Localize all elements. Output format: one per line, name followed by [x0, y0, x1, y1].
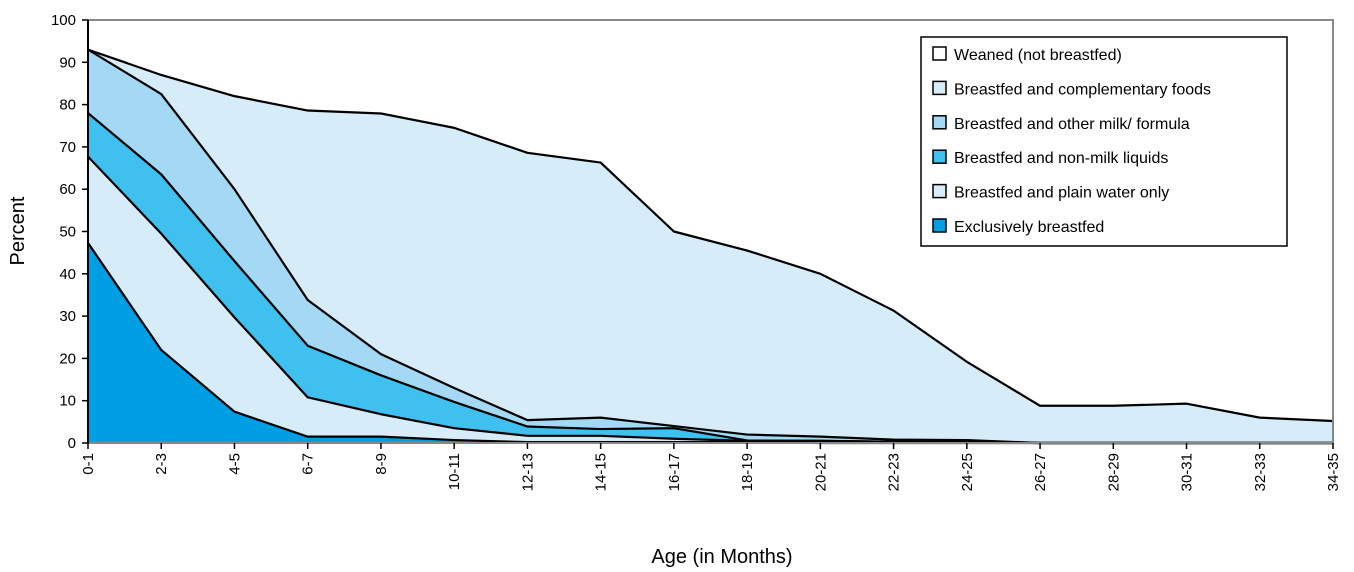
- x-tick-label: 12-13: [519, 453, 536, 491]
- legend-swatch-breastfed-and-complementary-foods: [932, 80, 947, 96]
- x-tick-label: 24-25: [959, 453, 976, 491]
- y-tick-label: 20: [59, 350, 76, 367]
- y-tick-label: 50: [59, 224, 76, 241]
- x-tick-label: 14-15: [593, 453, 610, 491]
- area-breastfed-and-complementary-foods: [88, 49, 1333, 444]
- y-axis: 0 10 20 30 40 50 60 70 80 90 100: [51, 12, 89, 452]
- boundary-breastfed-and-complementary-foods: [87, 48, 1334, 423]
- x-tick-label: 22-23: [886, 453, 903, 491]
- y-tick-label: 40: [59, 266, 76, 283]
- legend-label-exclusively-breastfed: Exclusively breastfed: [954, 219, 1104, 236]
- x-tick-label: 4-5: [226, 453, 243, 475]
- x-tick-label: 10-11: [446, 453, 463, 490]
- y-tick-label: 90: [59, 54, 76, 71]
- legend-box: [920, 36, 1288, 247]
- y-tick-label: 0: [68, 435, 76, 452]
- x-tick-label: 16-17: [666, 453, 683, 491]
- legend-swatch-exclusively-breastfed: [932, 218, 947, 233]
- legend-label-breastfed-and-complementary-foods: Breastfed and complementary foods: [954, 81, 1211, 98]
- legend-swatch-breastfed-and-non-milk-liquids: [932, 149, 947, 164]
- y-tick-label: 70: [59, 139, 76, 156]
- y-axis-title: Percent: [7, 196, 29, 265]
- x-tick-label: 8-9: [373, 453, 390, 475]
- legend-label-breastfed-and-non-milk-liquids: Breastfed and non-milk liquids: [954, 150, 1168, 167]
- x-tick-label: 20-21: [812, 453, 829, 491]
- legend-label-breastfed-and-other-milk-formula: Breastfed and other milk/ formula: [954, 116, 1190, 133]
- x-tick-label: 34-35: [1325, 453, 1342, 491]
- y-tick-label: 10: [59, 393, 76, 410]
- y-tick-label: 30: [59, 308, 76, 325]
- x-tick-label: 26-27: [1032, 453, 1049, 491]
- x-axis: 0-1 2-3 4-5 6-7 8-9 10-11 12-13 14-15 16-17 18-19…: [80, 443, 1342, 491]
- x-tick-label: 18-19: [739, 453, 756, 491]
- x-tick-label: 0-1: [80, 453, 97, 475]
- x-tick-label: 2-3: [153, 453, 170, 475]
- y-tick-label: 80: [59, 97, 76, 114]
- x-tick-label: 6-7: [300, 453, 317, 475]
- x-tick-label: 28-29: [1105, 453, 1122, 491]
- y-tick-label: 100: [51, 12, 76, 29]
- legend-swatch-breastfed-and-plain-water-only: [932, 183, 947, 199]
- x-tick-label: 32-33: [1252, 453, 1269, 491]
- legend-label-weaned-not-breastfed: Weaned (not breastfed): [954, 47, 1122, 64]
- legend-label-breastfed-and-plain-water-only: Breastfed and plain water only: [954, 185, 1169, 202]
- legend-swatch-breastfed-and-other-milk-formula: [932, 115, 947, 130]
- legend: Weaned (not breastfed) Breastfed and comp…: [920, 36, 1288, 247]
- area-exclusively-breastfed: [88, 242, 1333, 443]
- legend-swatch-weaned-not-breastfed: [932, 46, 947, 61]
- x-axis-title: Age (in Months): [651, 546, 792, 568]
- x-tick-label: 30-31: [1179, 453, 1196, 491]
- y-tick-label: 60: [59, 181, 76, 198]
